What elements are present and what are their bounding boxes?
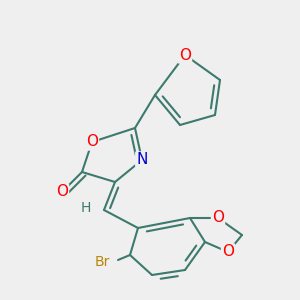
Text: N: N (136, 152, 148, 167)
Text: O: O (212, 211, 224, 226)
Text: O: O (179, 47, 191, 62)
Text: O: O (86, 134, 98, 149)
Text: Br: Br (94, 255, 110, 269)
Text: H: H (81, 201, 91, 215)
Text: O: O (222, 244, 234, 260)
Text: O: O (56, 184, 68, 200)
